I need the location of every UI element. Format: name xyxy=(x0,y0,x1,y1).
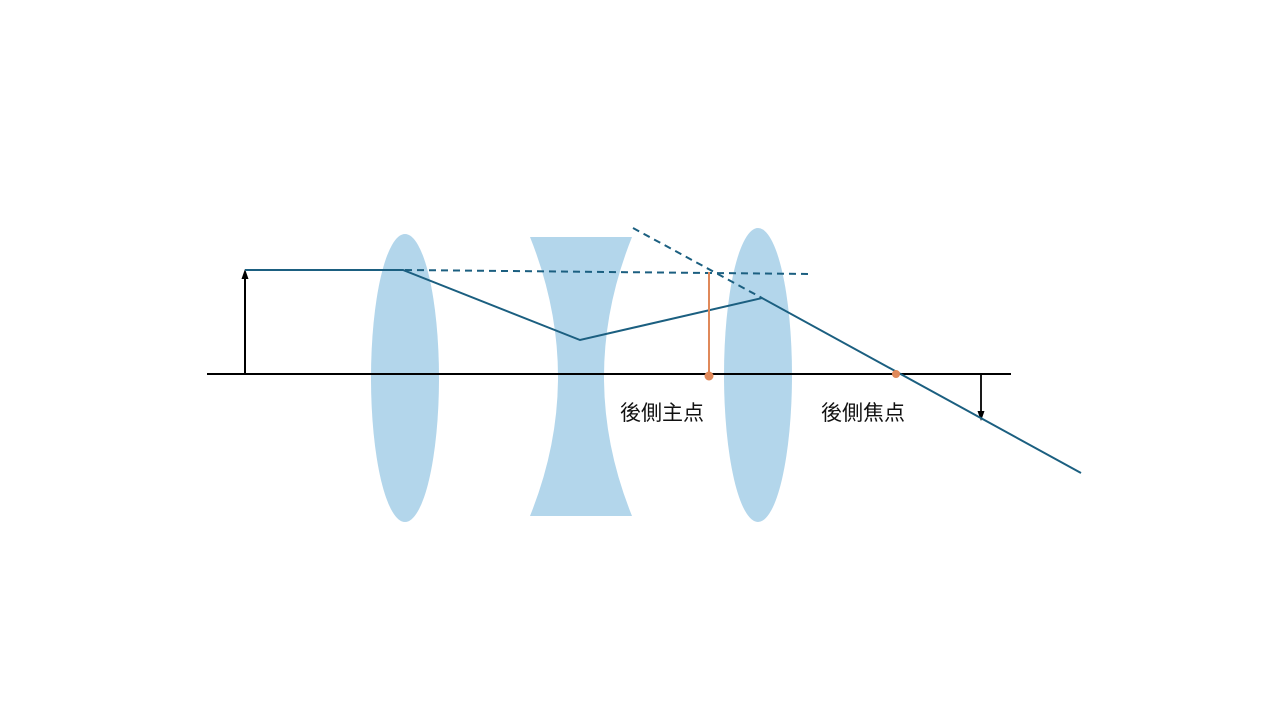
dashed-extension-outgoing-ray xyxy=(632,227,763,299)
rear-focal-point-dot xyxy=(892,370,900,378)
rear-focal-point-label: 後側焦点 xyxy=(821,401,905,425)
concave-lens-middle xyxy=(530,237,632,516)
rear-principal-point-dot xyxy=(704,371,714,381)
convex-lens-left xyxy=(371,234,439,522)
rear-principal-point-label: 後側主点 xyxy=(620,401,704,425)
object-arrow-head xyxy=(241,269,249,279)
traced-ray xyxy=(245,269,1082,474)
image-arrow-head xyxy=(977,411,985,421)
dashed-extension-incoming-ray xyxy=(404,269,813,275)
